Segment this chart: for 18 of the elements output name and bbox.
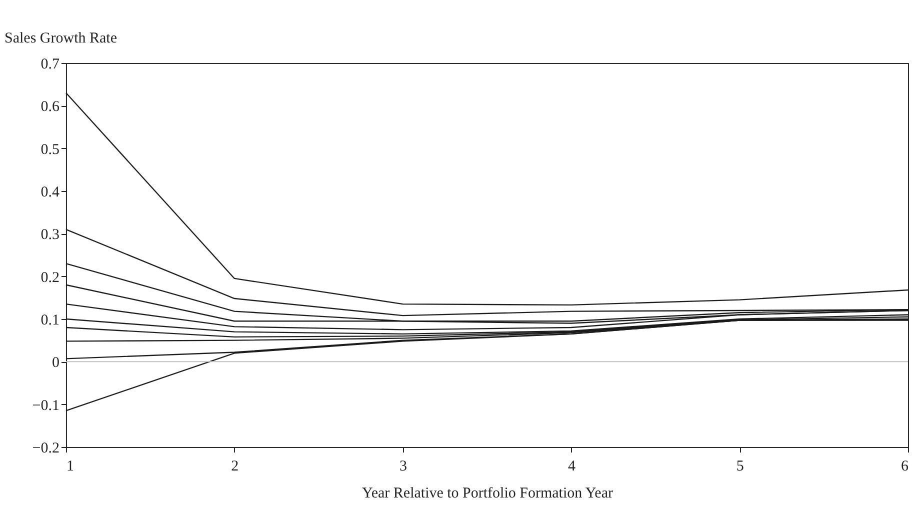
- x-tick-label: 4: [568, 458, 576, 474]
- y-tick-label: 0.5: [40, 142, 60, 158]
- y-tick-label: −0.2: [32, 440, 60, 456]
- x-tick-label: 1: [66, 458, 74, 474]
- y-tick-label: 0.3: [40, 227, 60, 244]
- y-tick-label: −0.1: [32, 398, 60, 414]
- x-tick-label: 2: [231, 458, 239, 474]
- x-tick-label: 6: [901, 458, 909, 474]
- y-tick-label: 0.7: [40, 56, 60, 72]
- y-tick-label: 0.6: [40, 99, 60, 116]
- y-tick-label: 0.2: [40, 270, 60, 286]
- x-tick-label: 3: [400, 458, 408, 474]
- y-tick-label: 0.1: [40, 312, 60, 328]
- x-axis-title: Year Relative to Portfolio Formation Year: [362, 486, 613, 502]
- y-tick-label: 0.4: [40, 184, 60, 200]
- y-tick-label: 0: [52, 355, 60, 372]
- y-axis-title: Sales Growth Rate: [4, 30, 118, 46]
- x-tick-label: 5: [736, 458, 744, 474]
